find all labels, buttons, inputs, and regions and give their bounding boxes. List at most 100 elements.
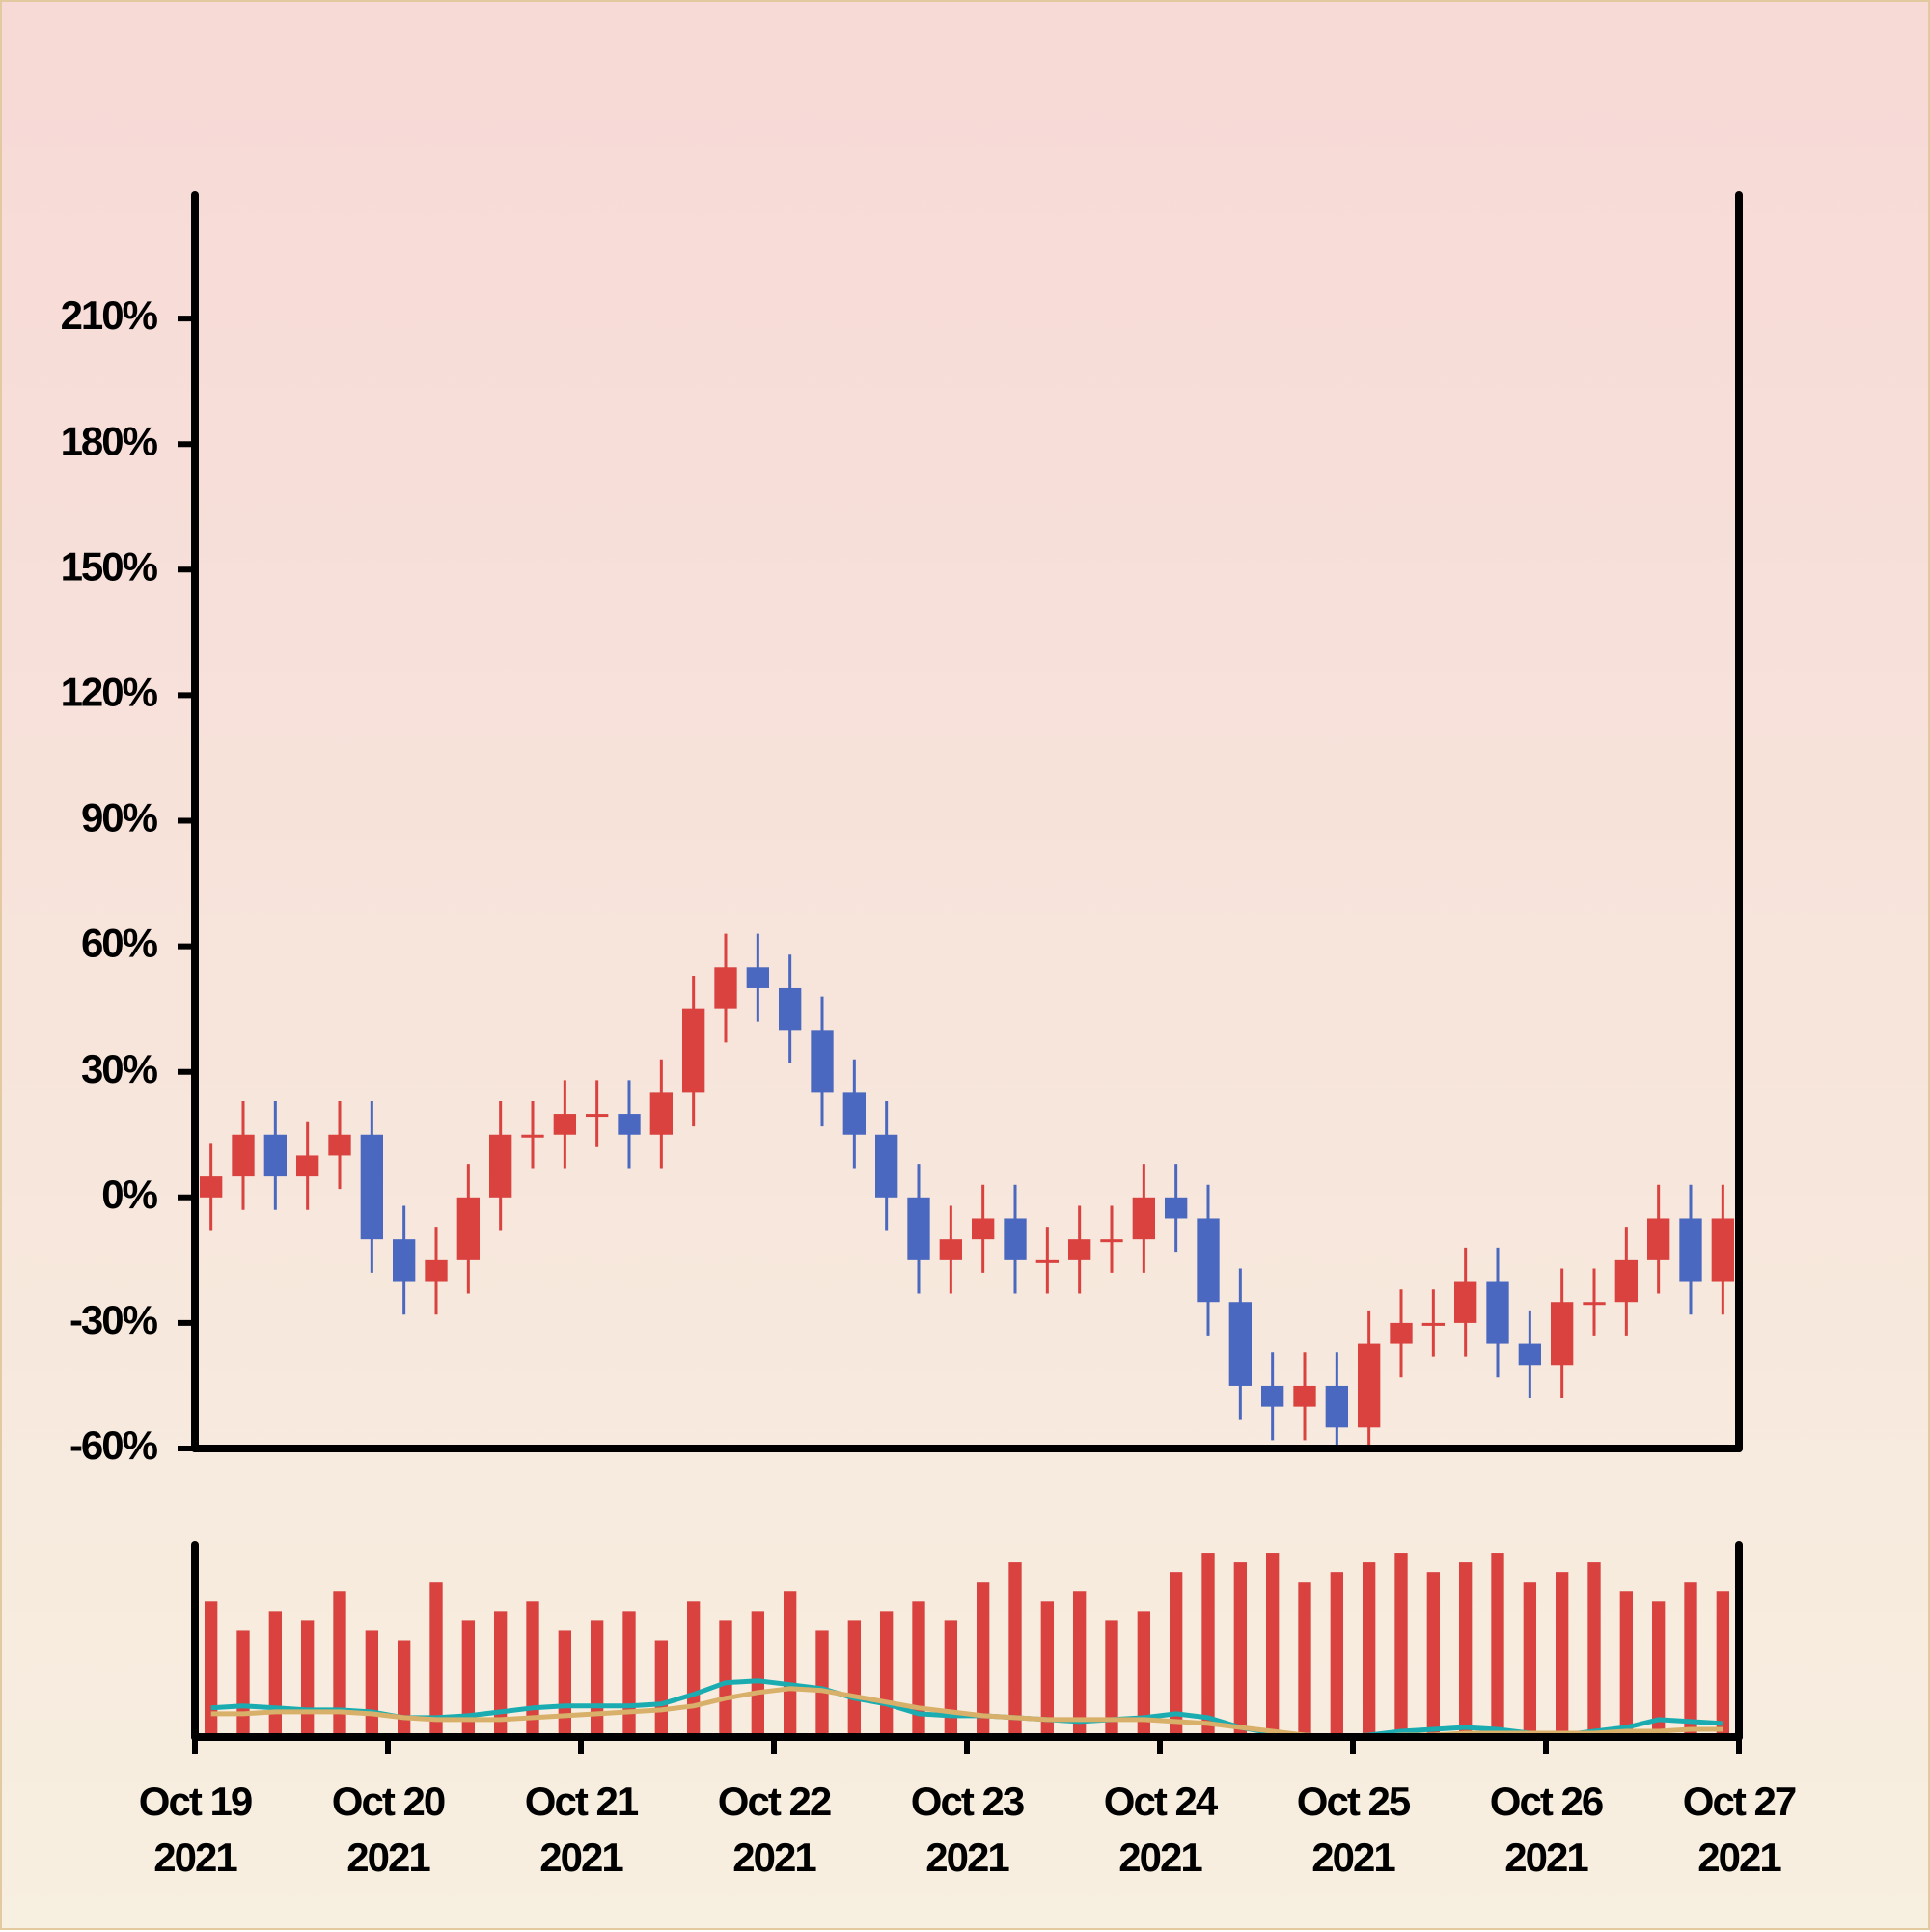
x-tick-label: Oct 21 2021 (524, 1779, 639, 1880)
candle-body (1421, 1322, 1446, 1326)
volume-bar (590, 1620, 604, 1737)
volume-bar (333, 1591, 346, 1737)
volume-bar (1458, 1562, 1473, 1737)
x-tick-label: Oct 19 2021 (138, 1779, 253, 1880)
volume-bar (686, 1601, 701, 1737)
candle-body (553, 1114, 577, 1135)
candle-body (1518, 1343, 1542, 1366)
y-tick-label: 120% (61, 669, 158, 714)
candle-body (907, 1197, 930, 1260)
volume-bar (1201, 1553, 1215, 1737)
volume-bar (1587, 1562, 1601, 1737)
volume-bar (815, 1630, 829, 1737)
candle-body (842, 1092, 867, 1135)
candle-body (1228, 1302, 1253, 1386)
volume-bar (1233, 1562, 1248, 1737)
candle-body (1486, 1281, 1509, 1344)
volume-bar (1362, 1562, 1376, 1737)
price-plot (199, 933, 1735, 1449)
volume-bar (1426, 1572, 1441, 1737)
volume-bar (1394, 1553, 1408, 1737)
candle-body (456, 1197, 481, 1260)
volume-bar (300, 1620, 315, 1737)
candle-body (681, 1008, 705, 1093)
candle-body (1067, 1239, 1091, 1260)
candle-body (649, 1092, 674, 1135)
candle-body (1325, 1385, 1349, 1428)
candle-body (295, 1155, 319, 1177)
candle-body (1293, 1385, 1316, 1407)
volume-bar (1072, 1591, 1087, 1737)
y-tick-label: 30% (81, 1046, 158, 1091)
volume-bar (879, 1611, 894, 1737)
volume-bar (204, 1601, 218, 1737)
volume-bar (1716, 1591, 1730, 1737)
candle-body (360, 1134, 384, 1240)
volume-bar (1137, 1611, 1151, 1737)
x-tick-label: Oct 20 2021 (331, 1779, 446, 1880)
volume-bar (558, 1630, 572, 1737)
candle-body (1100, 1239, 1123, 1243)
volume-bar (236, 1630, 250, 1737)
candle-body (1260, 1385, 1284, 1407)
volume-bar (976, 1582, 990, 1737)
volume-bar (719, 1620, 732, 1737)
volume-bar (1265, 1553, 1280, 1737)
candle-body (1132, 1197, 1156, 1240)
candle-body (1035, 1259, 1060, 1263)
candle-body (1357, 1343, 1381, 1428)
x-tick-label: Oct 22 2021 (717, 1779, 832, 1880)
volume-bar (654, 1640, 669, 1737)
y-tick-label: 90% (81, 795, 158, 841)
volume-bar (1651, 1601, 1666, 1737)
x-tick-label: Oct 25 2021 (1296, 1779, 1411, 1880)
y-tick-label: 180% (61, 418, 158, 463)
volume-bar (1169, 1572, 1183, 1737)
volume-bar (1684, 1582, 1697, 1737)
candle-body (263, 1134, 288, 1177)
candle-body (392, 1239, 416, 1282)
candle-body (1711, 1218, 1735, 1282)
volume-bar (1040, 1601, 1055, 1737)
x-tick-label: Oct 27 2021 (1682, 1779, 1797, 1880)
volume-bar (912, 1601, 925, 1737)
volume-bar (429, 1582, 443, 1737)
candle-body (521, 1134, 544, 1138)
candle-body (1614, 1259, 1639, 1303)
volume-bar (751, 1611, 765, 1737)
volume-bar (1105, 1620, 1118, 1737)
candle-body (778, 987, 802, 1031)
y-tick-label: -60% (69, 1422, 158, 1468)
volume-plot (204, 1553, 1730, 1737)
candle-body (939, 1239, 963, 1260)
candle-body (1679, 1218, 1702, 1282)
candle-body (1004, 1218, 1027, 1260)
y-tick-label: 0% (101, 1172, 157, 1217)
volume-bar (944, 1620, 958, 1737)
volume-bar (783, 1591, 797, 1737)
volume-bar (1330, 1572, 1344, 1737)
candle-body (425, 1259, 448, 1282)
x-tick-label: Oct 24 2021 (1103, 1779, 1218, 1880)
y-tick-label: 60% (81, 921, 158, 966)
candle-body (714, 967, 737, 1009)
candle-body (488, 1134, 512, 1198)
volume-bar (622, 1611, 636, 1737)
volume-bar (1523, 1582, 1537, 1737)
volume-bar (847, 1620, 862, 1737)
candle-body (618, 1114, 641, 1135)
volume-bar (461, 1620, 476, 1737)
volume-bar (268, 1611, 283, 1737)
axes (191, 191, 1743, 1741)
candle-body (1197, 1218, 1220, 1303)
candle-body (1453, 1281, 1477, 1323)
candle-body (1550, 1302, 1574, 1366)
x-tick-label: Oct 26 2021 (1489, 1779, 1604, 1880)
candle-body (1164, 1197, 1188, 1219)
candle-body (746, 967, 770, 988)
candle-body (1583, 1302, 1606, 1306)
x-tick-label: Oct 23 2021 (910, 1779, 1025, 1880)
volume-bar (397, 1640, 411, 1737)
volume-bar (526, 1601, 539, 1737)
